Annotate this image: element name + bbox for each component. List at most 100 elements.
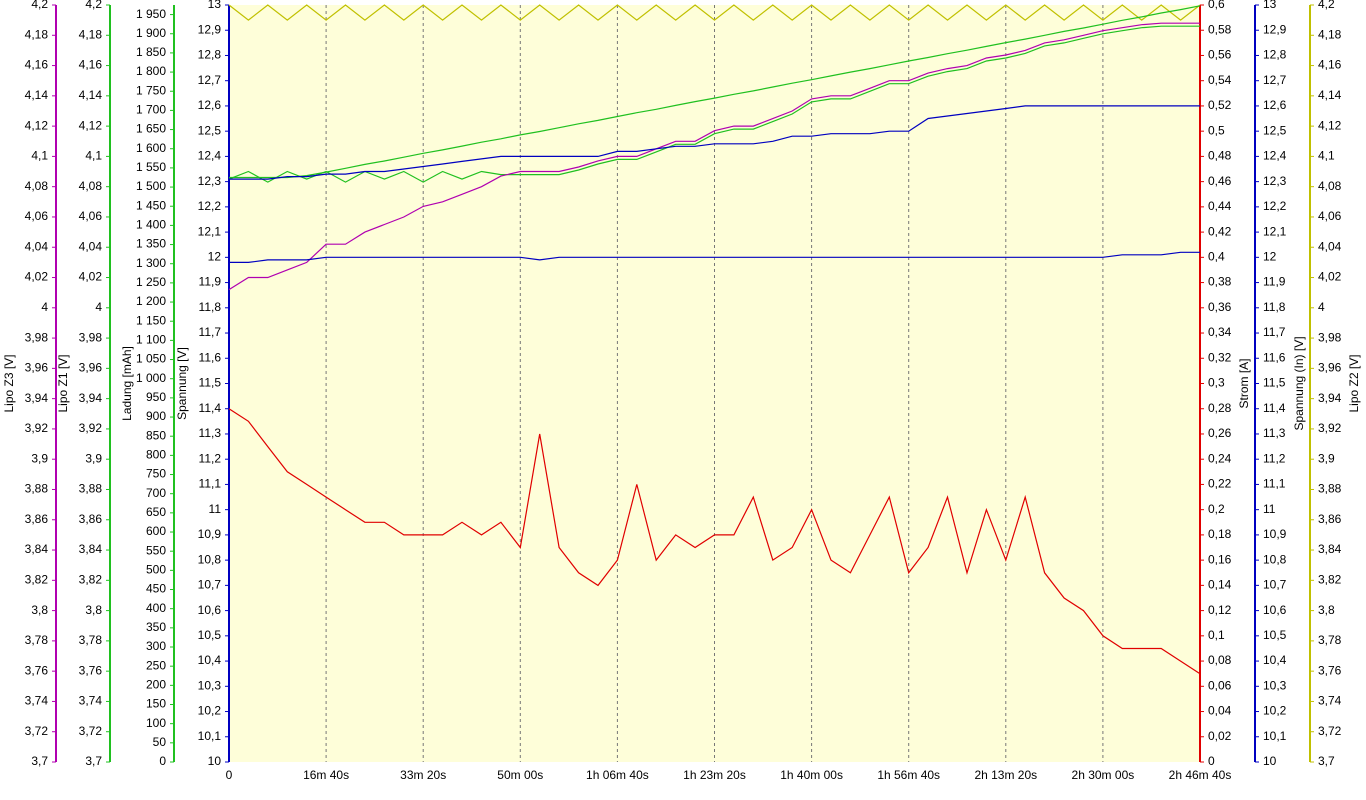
y-tick-label: 3,72 (25, 724, 49, 738)
y-tick-label: 11,7 (199, 325, 222, 339)
series-line (228, 25, 1200, 183)
y-tick-label: 1 350 (136, 237, 166, 251)
x-tick-label: 50m 00s (497, 768, 543, 782)
x-tick-label: 2h 46m 40s (1169, 768, 1232, 782)
x-tick-label: 2h 13m 20s (974, 768, 1037, 782)
y-tick-label: 3,96 (1318, 361, 1342, 375)
y-tick-label: 3,94 (25, 391, 49, 405)
y-tick-label: 10,8 (1263, 552, 1287, 566)
y-tick-label: 10,4 (198, 653, 222, 667)
y-tick-label: 11,8 (199, 300, 222, 314)
y-tick-label: 700 (146, 486, 166, 500)
y-tick-label: 3,8 (85, 603, 102, 617)
y-tick-label: 4,06 (79, 209, 103, 223)
y-tick-label: 3,92 (79, 421, 103, 435)
y-tick-label: 0,42 (1208, 224, 1232, 238)
axis-title: Lipo Z2 [V] (1347, 354, 1361, 412)
y-tick-label: 1 850 (136, 45, 166, 59)
y-tick-label: 4,06 (1318, 209, 1342, 223)
y-tick-label: 10,1 (1263, 729, 1287, 743)
y-tick-label: 0,24 (1208, 451, 1232, 465)
y-tick-label: 12,7 (198, 73, 222, 87)
y-tick-label: 0,56 (1208, 48, 1232, 62)
y-tick-label: 3,76 (1318, 663, 1342, 677)
y-tick-label: 0,4 (1208, 250, 1225, 264)
y-tick-label: 1 150 (136, 313, 166, 327)
y-tick-label: 10,5 (1263, 628, 1287, 642)
y-tick-label: 0,34 (1208, 325, 1232, 339)
y-tick-label: 0,26 (1208, 426, 1232, 440)
y-tick-label: 0,5 (1208, 123, 1225, 137)
y-tick-label: 12,5 (198, 123, 222, 137)
y-tick-label: 1 200 (136, 294, 166, 308)
y-tick-label: 12,2 (198, 199, 222, 213)
y-tick-label: 3,7 (1318, 754, 1335, 768)
y-tick-label: 150 (146, 697, 166, 711)
y-tick-label: 4 (1318, 300, 1325, 314)
y-tick-label: 12 (1263, 250, 1277, 264)
y-tick-label: 1 800 (136, 64, 166, 78)
y-tick-label: 4,08 (79, 179, 103, 193)
y-tick-label: 11,3 (1263, 426, 1286, 440)
y-tick-label: 1 550 (136, 160, 166, 174)
axis-title: Lipo Z3 [V] (2, 354, 16, 412)
y-tick-label: 11,7 (1263, 325, 1286, 339)
y-tick-label: 10 (1263, 754, 1277, 768)
y-tick-label: 3,9 (1318, 451, 1335, 465)
axis-title: Strom [A] (1237, 358, 1251, 408)
y-tick-label: 4,14 (79, 88, 103, 102)
y-tick-label: 11,8 (1263, 300, 1286, 314)
y-tick-label: 10,7 (198, 578, 222, 592)
y-tick-label: 550 (146, 543, 166, 557)
y-tick-label: 4,2 (85, 0, 102, 11)
y-tick-label: 3,76 (79, 663, 103, 677)
y-tick-label: 12,6 (198, 98, 222, 112)
y-tick-label: 3,72 (79, 724, 103, 738)
y-tick-label: 3,78 (25, 633, 49, 647)
y-tick-label: 0,16 (1208, 552, 1232, 566)
y-tick-label: 3,98 (25, 330, 49, 344)
y-tick-label: 0,18 (1208, 527, 1232, 541)
y-tick-label: 4,06 (25, 209, 49, 223)
x-tick-label: 16m 40s (303, 768, 349, 782)
y-tick-label: 12,3 (198, 174, 222, 188)
y-tick-label: 500 (146, 563, 166, 577)
y-tick-label: 4,1 (1318, 149, 1335, 163)
y-tick-label: 4,08 (25, 179, 49, 193)
series-line (228, 408, 1201, 675)
y-tick-label: 11,5 (199, 376, 222, 390)
y-tick-label: 0,46 (1208, 174, 1232, 188)
y-tick-label: 4,18 (25, 27, 49, 41)
y-tick-label: 1 900 (136, 26, 166, 40)
y-tick-label: 10,6 (1263, 603, 1287, 617)
y-tick-label: 11 (209, 502, 222, 516)
y-tick-label: 600 (146, 524, 166, 538)
y-tick-label: 3,92 (1318, 421, 1342, 435)
y-tick-label: 350 (146, 620, 166, 634)
y-tick-label: 3,8 (31, 603, 48, 617)
y-tick-label: 3,7 (85, 754, 102, 768)
y-tick-label: 12 (208, 250, 222, 264)
axis-title: Spannung [V] (175, 347, 189, 420)
y-tick-label: 12,6 (1263, 98, 1287, 112)
y-tick-label: 4,18 (79, 27, 103, 41)
x-tick-label: 1h 23m 20s (683, 768, 746, 782)
y-tick-label: 10,7 (1263, 578, 1287, 592)
y-tick-label: 3,98 (1318, 330, 1342, 344)
y-tick-label: 10 (208, 754, 222, 768)
y-tick-label: 10,2 (1263, 704, 1287, 718)
y-tick-label: 300 (146, 639, 166, 653)
y-tick-label: 10,9 (198, 527, 222, 541)
y-tick-label: 3,84 (79, 542, 103, 556)
y-tick-label: 10,2 (198, 704, 222, 718)
y-tick-label: 0 (1208, 754, 1215, 768)
y-tick-label: 3,8 (1318, 603, 1335, 617)
y-tick-label: 4,16 (79, 58, 103, 72)
y-tick-label: 0,06 (1208, 678, 1232, 692)
x-tick-label: 1h 40m 00s (780, 768, 843, 782)
axis-title: Spannung (In) [V] (1292, 336, 1306, 430)
y-tick-label: 11,9 (199, 275, 222, 289)
y-tick-label: 1 100 (136, 333, 166, 347)
y-tick-label: 11,1 (199, 477, 222, 491)
